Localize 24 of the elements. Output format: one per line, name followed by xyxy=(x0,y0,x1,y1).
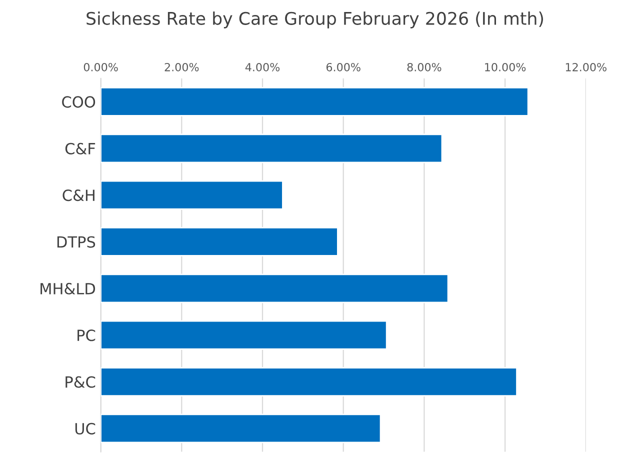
chart-title: Sickness Rate by Care Group February 2026 (In mth) xyxy=(86,12,544,28)
y-tick-label: DTPS xyxy=(57,236,96,248)
bar xyxy=(100,320,388,350)
x-tick-label: 2.00% xyxy=(164,62,199,72)
y-tick-label: UC xyxy=(75,422,96,434)
bar xyxy=(100,274,449,304)
bar xyxy=(100,134,443,164)
x-tick-label: 8.00% xyxy=(407,62,442,72)
y-tick-label: MH&LD xyxy=(40,282,96,294)
bar xyxy=(100,414,382,444)
x-tick-label: 6.00% xyxy=(326,62,360,72)
x-tick-label: 0.00% xyxy=(84,62,118,72)
y-tick-label: PC xyxy=(78,330,96,342)
bar xyxy=(100,227,338,256)
y-tick-label: COO xyxy=(62,96,96,108)
x-tick-label: 4.00% xyxy=(245,62,280,72)
x-tick-label: 12.00% xyxy=(566,62,606,72)
bar xyxy=(100,367,518,396)
bar xyxy=(100,87,529,116)
bar xyxy=(100,180,284,210)
y-tick-label: C&H xyxy=(62,190,94,202)
y-tick-label: P&C xyxy=(66,376,96,388)
y-tick-label: C&F xyxy=(65,142,96,154)
x-tick-label: 10.00% xyxy=(485,62,526,72)
